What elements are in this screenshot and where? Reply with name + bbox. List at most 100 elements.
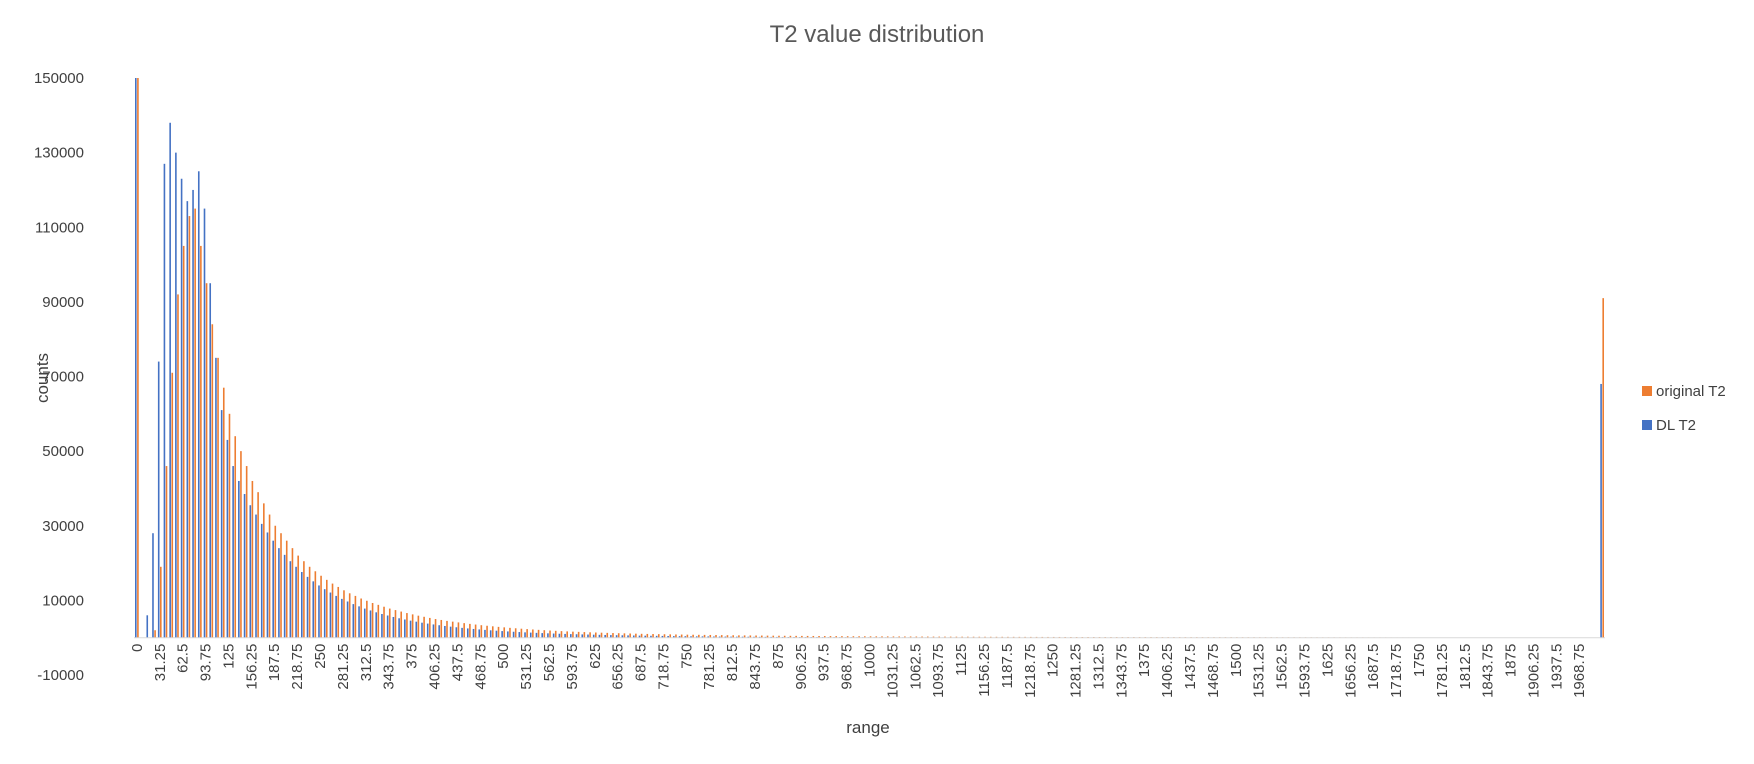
bar-dl-t2 bbox=[215, 357, 217, 638]
bar-original-t2 bbox=[200, 245, 202, 638]
x-axis-ticks: 0 31.25 62.5 93.75 125 156.25 187.5 218.75 250 28… bbox=[129, 644, 1588, 698]
bar-dl-t2 bbox=[238, 480, 240, 638]
bar-dl-t2 bbox=[266, 532, 269, 638]
x-tick-label: 218.75 bbox=[289, 644, 306, 690]
bar-original-t2 bbox=[429, 617, 431, 638]
bar-original-t2 bbox=[205, 283, 208, 638]
bar-original-t2 bbox=[617, 633, 620, 638]
bar-original-t2 bbox=[698, 634, 700, 638]
bar-dl-t2 bbox=[392, 616, 395, 638]
bar-dl-t2 bbox=[283, 554, 286, 638]
bar-original-t2 bbox=[377, 604, 380, 638]
bar-original-t2 bbox=[732, 635, 734, 638]
bar-dl-t2 bbox=[341, 598, 343, 638]
bar-dl-t2 bbox=[472, 628, 475, 638]
bar-original-t2 bbox=[509, 627, 511, 638]
bar-dl-t2 bbox=[495, 630, 498, 638]
bar-dl-t2 bbox=[524, 632, 526, 638]
x-tick-label: 1875 bbox=[1503, 644, 1520, 677]
bar-original-t2 bbox=[400, 611, 402, 638]
bar-original-t2 bbox=[251, 480, 254, 638]
bar-dl-t2 bbox=[363, 608, 366, 638]
bar-original-t2 bbox=[331, 583, 334, 638]
bar-dl-t2 bbox=[695, 636, 698, 638]
bar-original-t2 bbox=[560, 631, 563, 638]
x-tick-label: 1593.75 bbox=[1297, 644, 1314, 698]
bar-original-t2 bbox=[892, 636, 895, 638]
x-tick-label: 1250 bbox=[1045, 644, 1062, 677]
bar-original-t2 bbox=[354, 595, 357, 638]
bar-original-t2 bbox=[160, 566, 162, 638]
bar-original-t2 bbox=[703, 634, 706, 638]
bar-dl-t2 bbox=[209, 283, 212, 638]
bar-dl-t2 bbox=[512, 631, 515, 638]
bar-dl-t2 bbox=[323, 589, 326, 638]
bar-original-t2 bbox=[669, 634, 672, 638]
bar-original-t2 bbox=[743, 635, 746, 638]
bar-original-t2 bbox=[583, 632, 586, 638]
x-tick-label: 718.75 bbox=[655, 644, 672, 690]
bar-dl-t2 bbox=[592, 634, 595, 638]
bar-dl-t2 bbox=[627, 635, 629, 638]
bar-dl-t2 bbox=[507, 631, 509, 638]
x-tick-label: 125 bbox=[220, 644, 237, 669]
x-tick-label: 625 bbox=[587, 644, 604, 669]
bar-original-t2 bbox=[165, 466, 168, 638]
x-tick-label: 1125 bbox=[953, 644, 970, 676]
bar-original-t2 bbox=[234, 436, 237, 638]
x-tick-label: 1437.5 bbox=[1182, 644, 1199, 690]
bar-original-t2 bbox=[915, 636, 918, 638]
bar-original-t2 bbox=[177, 294, 179, 638]
bar-original-t2 bbox=[137, 78, 139, 638]
x-tick-label: 1093.75 bbox=[930, 644, 947, 698]
bar-dl-t2 bbox=[306, 576, 309, 638]
bar-dl-t2 bbox=[518, 632, 521, 638]
bar-original-t2 bbox=[457, 622, 460, 638]
bar-original-t2 bbox=[543, 630, 546, 638]
bar-original-t2 bbox=[904, 636, 906, 638]
bar-original-t2 bbox=[446, 620, 448, 638]
bar-original-t2 bbox=[182, 245, 185, 638]
x-tick-label: 843.75 bbox=[747, 644, 764, 690]
bar-dl-t2 bbox=[220, 410, 223, 638]
bar-dl-t2 bbox=[1600, 383, 1602, 638]
bar-original-t2 bbox=[720, 635, 723, 638]
bar-dl-t2 bbox=[638, 635, 641, 638]
bar-dl-t2 bbox=[690, 636, 692, 638]
x-tick-label: 312.5 bbox=[358, 644, 375, 682]
bar-original-t2 bbox=[949, 636, 952, 638]
bar-dl-t2 bbox=[466, 628, 469, 638]
bar-original-t2 bbox=[480, 625, 483, 638]
x-tick-label: 1156.25 bbox=[976, 644, 993, 697]
bar-dl-t2 bbox=[570, 634, 572, 638]
bar-original-t2 bbox=[211, 324, 214, 638]
bar-dl-t2 bbox=[564, 633, 566, 638]
bar-dl-t2 bbox=[604, 634, 606, 638]
bar-original-t2 bbox=[852, 636, 855, 638]
bar-original-t2 bbox=[245, 466, 248, 638]
bar-original-t2 bbox=[646, 633, 649, 638]
x-tick-label: 1718.75 bbox=[1388, 644, 1405, 698]
bar-original-t2 bbox=[434, 619, 437, 638]
bar-original-t2 bbox=[789, 635, 792, 638]
bar-original-t2 bbox=[640, 633, 643, 638]
bar-original-t2 bbox=[526, 629, 528, 638]
bar-original-t2 bbox=[566, 631, 568, 638]
bar-original-t2 bbox=[194, 208, 196, 638]
bar-dl-t2 bbox=[461, 627, 463, 638]
bar-dl-t2 bbox=[146, 615, 149, 638]
bar-original-t2 bbox=[394, 610, 397, 638]
x-tick-label: 1562.5 bbox=[1274, 644, 1291, 690]
bar-original-t2 bbox=[795, 635, 797, 638]
bar-original-t2 bbox=[514, 628, 517, 638]
bar-original-t2 bbox=[766, 635, 769, 638]
bar-dl-t2 bbox=[678, 636, 681, 638]
x-tick-label: 281.25 bbox=[335, 644, 352, 690]
x-tick-label: 93.75 bbox=[198, 644, 215, 682]
bar-original-t2 bbox=[520, 628, 523, 638]
bar-original-t2 bbox=[652, 634, 654, 638]
bar-original-t2 bbox=[303, 561, 305, 638]
y-tick-label: 30000 bbox=[42, 518, 84, 535]
bar-dl-t2 bbox=[226, 439, 229, 638]
